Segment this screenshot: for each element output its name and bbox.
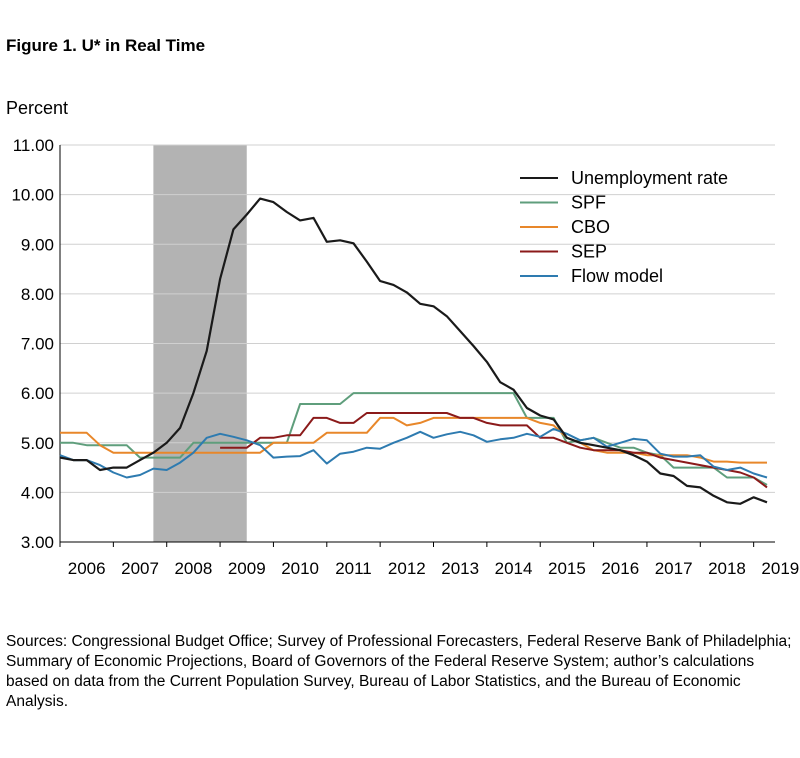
x-tick-label: 2011 — [335, 559, 372, 578]
y-tick-label: 11.00 — [13, 136, 54, 155]
y-tick-label: 7.00 — [21, 335, 54, 354]
y-tick-labels: 3.00 4.00 5.00 6.00 7.00 8.00 9.00 10.00 11.00 — [11, 136, 54, 552]
y-axis-label: Percent — [6, 98, 69, 118]
figure-title: Figure 1. U* in Real Time — [6, 36, 206, 55]
x-tick-label: 2016 — [601, 559, 639, 578]
series-line-sep — [220, 412, 768, 489]
x-tick-label: 2017 — [655, 559, 693, 578]
y-tick-label: 9.00 — [21, 235, 54, 254]
sources-note: Sources: Congressional Budget Office; Su… — [6, 633, 792, 710]
legend-label-flow-model: Flow model — [571, 266, 663, 286]
x-tick-label: 2012 — [388, 559, 426, 578]
legend-label-spf: SPF — [571, 193, 606, 213]
line-chart: 3.00 4.00 5.00 6.00 7.00 8.00 9.00 10.00 11.00 2… — [11, 136, 799, 578]
legend: Unemployment rate SPF CBO SEP Flow model — [520, 168, 728, 286]
x-tick-label: 2007 — [121, 559, 159, 578]
y-tick-label: 3.00 — [21, 533, 54, 552]
x-tick-label: 2010 — [281, 559, 319, 578]
x-tick-label: 2009 — [228, 559, 266, 578]
legend-label-sep: SEP — [571, 242, 607, 262]
series-lines — [59, 197, 768, 505]
y-tick-label: 5.00 — [21, 434, 54, 453]
x-tick-label: 2006 — [68, 559, 106, 578]
x-tick-label: 2019 — [761, 559, 799, 578]
y-tick-label: 10.00 — [11, 186, 54, 205]
legend-label-unemployment-rate: Unemployment rate — [571, 168, 728, 188]
x-tick-label: 2018 — [708, 559, 746, 578]
y-tick-label: 6.00 — [21, 384, 54, 403]
x-tick-label: 2008 — [174, 559, 212, 578]
y-tick-label: 4.00 — [21, 483, 54, 502]
legend-label-cbo: CBO — [571, 217, 610, 237]
y-tick-label: 8.00 — [21, 285, 54, 304]
series-line-flow-model — [59, 427, 768, 479]
x-tick-label: 2013 — [441, 559, 479, 578]
x-tick-labels: 2006 2007 2008 2009 2010 2011 2012 2013 2014 2015… — [68, 559, 799, 578]
gridlines — [60, 144, 775, 493]
series-line-unemployment-rate — [59, 197, 768, 505]
x-tick-label: 2014 — [495, 559, 533, 578]
x-tick-label: 2015 — [548, 559, 586, 578]
axes — [59, 145, 775, 547]
series-line-cbo — [60, 416, 767, 464]
